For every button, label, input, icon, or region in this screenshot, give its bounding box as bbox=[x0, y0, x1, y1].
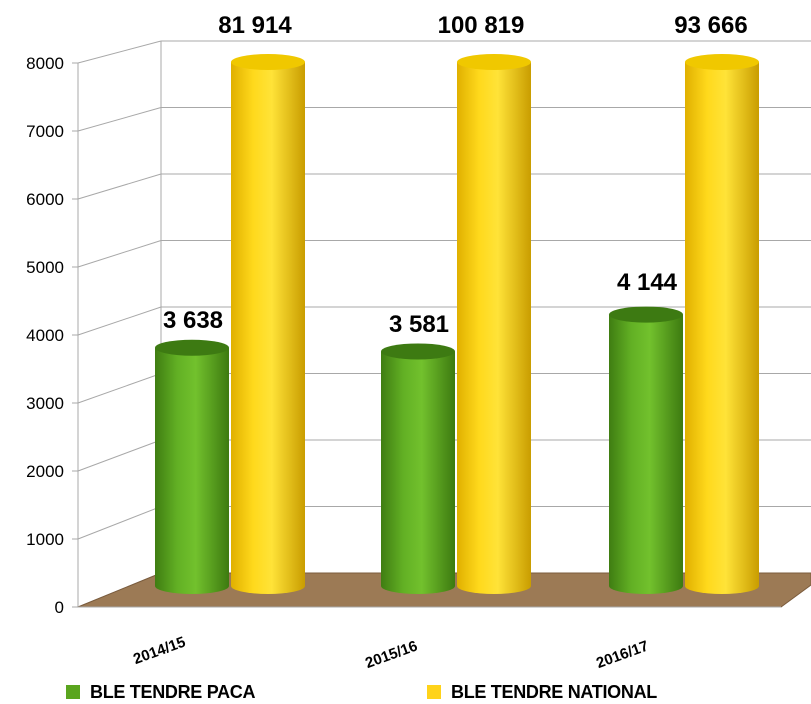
legend-label-paca: BLE TENDRE PACA bbox=[90, 681, 256, 702]
x-tick-label: 2016/17 bbox=[594, 638, 651, 673]
bar-paca-2014/15 bbox=[155, 347, 229, 594]
data-label-paca: 3 638 bbox=[163, 307, 223, 334]
y-tick-label: 5000 bbox=[26, 258, 64, 277]
y-tick-label: 0 bbox=[55, 598, 64, 617]
legend-item-national: BLE TENDRE NATIONAL bbox=[427, 681, 657, 703]
gridline-side bbox=[77, 40, 162, 64]
y-tick-label: 3000 bbox=[26, 394, 64, 413]
legend-swatch-national bbox=[427, 685, 441, 699]
bar-paca-2015/16 bbox=[381, 351, 455, 594]
y-tick-label: 4000 bbox=[26, 326, 64, 345]
bar-top-paca-2015/16 bbox=[381, 343, 455, 360]
y-tick-label: 1000 bbox=[26, 530, 64, 549]
bar-top-national-2015/16 bbox=[457, 54, 531, 70]
bar-top-paca-2016/17 bbox=[609, 306, 683, 323]
data-label-national: 93 666 bbox=[674, 12, 747, 39]
data-label-national: 100 819 bbox=[438, 12, 525, 39]
data-label-paca: 4 144 bbox=[617, 269, 678, 296]
bar-national-2015/16 bbox=[457, 62, 531, 594]
y-tick-label: 6000 bbox=[26, 190, 64, 209]
y-tick-label: 7000 bbox=[26, 122, 64, 141]
gridline-side bbox=[77, 306, 162, 336]
data-label-paca: 3 581 bbox=[389, 311, 449, 338]
x-tick-label: 2014/15 bbox=[131, 634, 188, 669]
bar-top-national-2014/15 bbox=[231, 54, 305, 70]
legend-item-paca: BLE TENDRE PACA bbox=[66, 681, 255, 703]
gridline-side bbox=[77, 107, 162, 132]
bar-top-national-2016/17 bbox=[685, 54, 759, 70]
data-label-national: 81 914 bbox=[218, 12, 292, 39]
bar-national-2016/17 bbox=[685, 62, 759, 594]
bar-national-2014/15 bbox=[231, 62, 305, 594]
gridline-side bbox=[77, 240, 162, 268]
gridline-side bbox=[77, 173, 162, 200]
bar-paca-2016/17 bbox=[609, 314, 683, 594]
gridline-side bbox=[77, 506, 162, 540]
x-tick-label: 2015/16 bbox=[363, 638, 420, 673]
legend-swatch-paca bbox=[66, 685, 80, 699]
y-tick-label: 2000 bbox=[26, 462, 64, 481]
y-tick-label: 8000 bbox=[26, 54, 64, 73]
gridline-side bbox=[77, 373, 162, 404]
gridline-side bbox=[77, 439, 162, 472]
bar-top-paca-2014/15 bbox=[155, 339, 229, 356]
legend-label-national: BLE TENDRE NATIONAL bbox=[451, 681, 657, 702]
